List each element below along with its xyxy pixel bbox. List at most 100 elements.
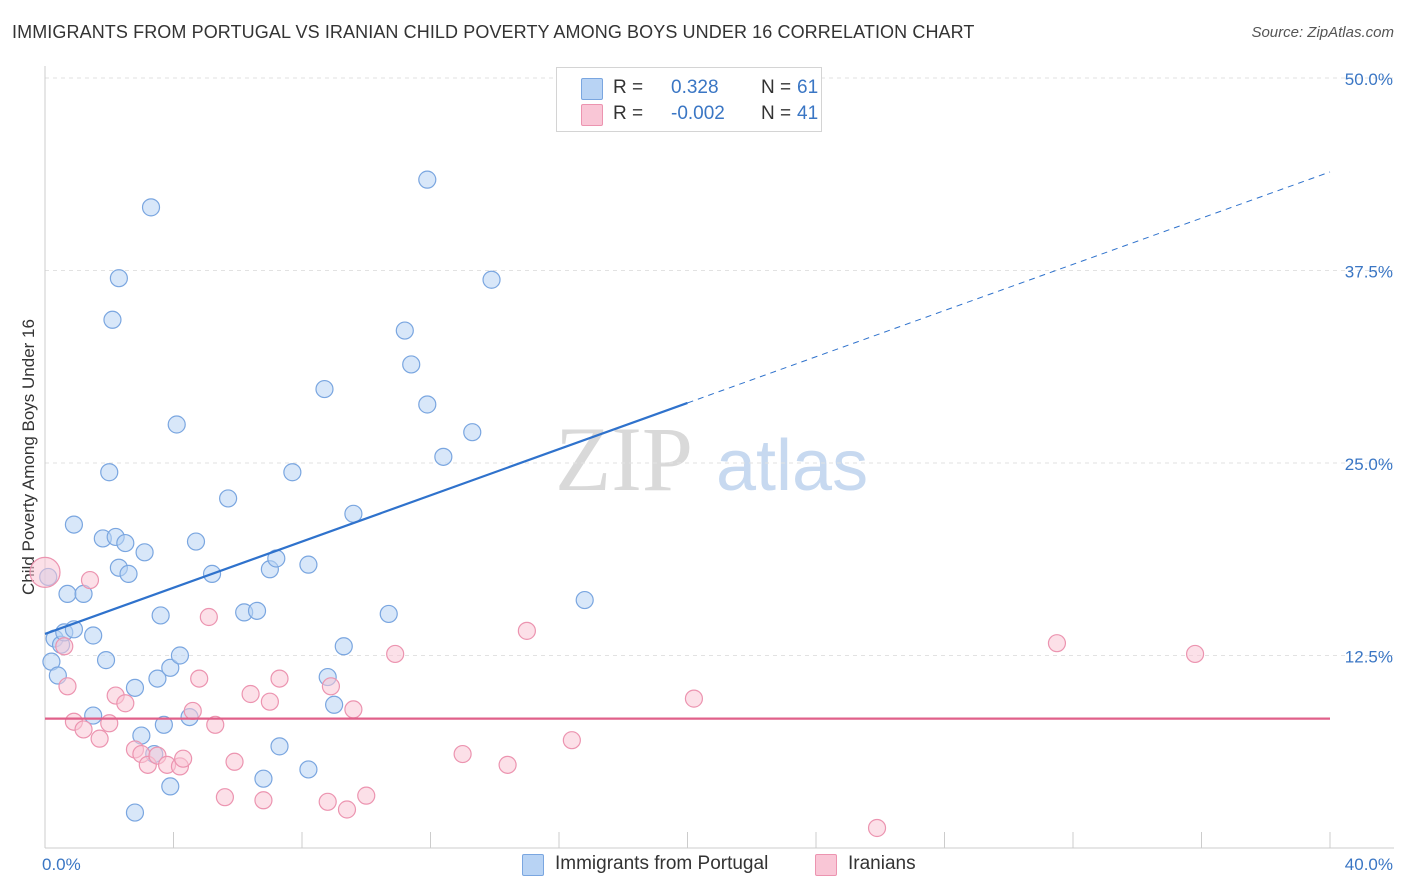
point-portugal (84, 706, 103, 725)
stats-legend: R = 0.328 N = 61 R = -0.002 N = 41 (556, 67, 822, 132)
point-iranians (517, 621, 536, 640)
y-tick-label: 50.0% (1345, 70, 1393, 89)
point-iranians (498, 755, 517, 774)
point-iranians (321, 677, 341, 696)
legend-r-label: R = (613, 77, 644, 98)
y-axis-label: Child Poverty Among Boys Under 16 (19, 319, 38, 595)
point-iranians (206, 715, 225, 734)
point-portugal (418, 170, 437, 189)
y-tick-label: 12.5% (1345, 648, 1393, 667)
point-iranians (270, 669, 289, 688)
series-label-portugal: Immigrants from Portugal (555, 853, 769, 874)
legend-swatch-iranians (581, 104, 603, 126)
y-tick-label: 37.5% (1345, 263, 1393, 282)
point-portugal (482, 270, 501, 289)
point-iranians (254, 791, 273, 810)
point-portugal (418, 395, 437, 414)
point-portugal (135, 543, 154, 562)
point-iranians (174, 749, 193, 768)
point-iranians (357, 786, 376, 805)
point-iranians (562, 731, 581, 750)
point-iranians (215, 788, 234, 807)
point-iranians (74, 720, 93, 739)
tick-labels: 12.5% 25.0% 37.5% 50.0% 0.0% 40.0% (42, 70, 1393, 874)
point-portugal (161, 777, 180, 796)
watermark-zip: ZIP (555, 408, 693, 510)
grid-lines (45, 77, 1394, 656)
point-portugal (334, 637, 353, 656)
point-portugal (283, 463, 302, 482)
point-portugal (96, 651, 116, 670)
point-iranians (684, 689, 704, 708)
point-portugal (379, 604, 398, 624)
point-iranians (453, 744, 472, 764)
point-portugal (299, 760, 318, 779)
point-iranians (260, 692, 279, 711)
point-portugal (141, 198, 161, 217)
point-portugal (434, 447, 453, 466)
series-label-iranians: Iranians (848, 853, 916, 874)
point-portugal (116, 533, 135, 553)
legend-r-value: -0.002 (671, 103, 725, 124)
legend-n-value: 61 (797, 77, 819, 98)
point-iranians (241, 684, 260, 704)
point-portugal (119, 564, 138, 583)
point-iranians (225, 752, 244, 771)
legend-n-value: 41 (797, 103, 819, 124)
point-portugal (64, 515, 84, 534)
x-tick-label: 40.0% (1345, 855, 1393, 874)
point-portugal (315, 379, 334, 399)
point-iranians (199, 607, 218, 627)
point-iranians (55, 637, 74, 656)
watermark-atlas: atlas (716, 426, 868, 506)
trend-lines (44, 171, 1331, 720)
series-swatch-portugal (522, 854, 544, 876)
legend-n-label: N = (761, 103, 792, 124)
point-portugal (254, 769, 273, 788)
trend-line-portugal (44, 401, 688, 635)
x-tick-label: 0.0% (42, 855, 81, 874)
point-portugal (219, 489, 238, 508)
legend-swatch-portugal (581, 78, 603, 100)
point-portugal (402, 355, 421, 374)
point-portugal (299, 555, 318, 574)
y-tick-label: 25.0% (1345, 455, 1393, 474)
point-portugal (325, 695, 344, 714)
point-portugal (100, 463, 119, 482)
point-iranians (1185, 644, 1205, 664)
chart-title: IMMIGRANTS FROM PORTUGAL VS IRANIAN CHIL… (12, 22, 975, 42)
legend-n-label: N = (761, 77, 792, 98)
point-iranians (58, 677, 77, 696)
point-iranians (867, 818, 887, 838)
point-iranians (116, 694, 135, 713)
point-portugal (84, 626, 103, 645)
point-portugal (463, 423, 482, 442)
trend-line-portugal-extension (687, 171, 1331, 404)
point-iranians (190, 669, 209, 688)
point-portugal (186, 532, 206, 551)
point-iranians (90, 729, 109, 748)
legend-r-label: R = (613, 103, 644, 124)
legend-r-value: 0.328 (671, 77, 719, 98)
point-portugal (109, 269, 128, 288)
point-iranians (337, 800, 357, 819)
point-portugal (148, 669, 167, 688)
source-label: Source: ZipAtlas.com (1251, 24, 1394, 41)
point-portugal (125, 803, 145, 822)
series-swatch-iranians (815, 854, 837, 876)
data-points (29, 170, 1205, 838)
point-iranians (80, 570, 100, 590)
point-iranians (318, 792, 337, 811)
point-iranians (100, 714, 119, 733)
point-portugal (161, 658, 180, 677)
point-iranians (386, 644, 405, 664)
point-portugal (575, 590, 594, 610)
point-portugal (125, 678, 145, 697)
point-iranians (29, 556, 61, 588)
point-iranians (183, 701, 202, 721)
watermark: ZIP atlas (555, 408, 868, 510)
point-portugal (151, 606, 170, 625)
point-portugal (395, 321, 414, 340)
point-portugal (270, 737, 289, 756)
